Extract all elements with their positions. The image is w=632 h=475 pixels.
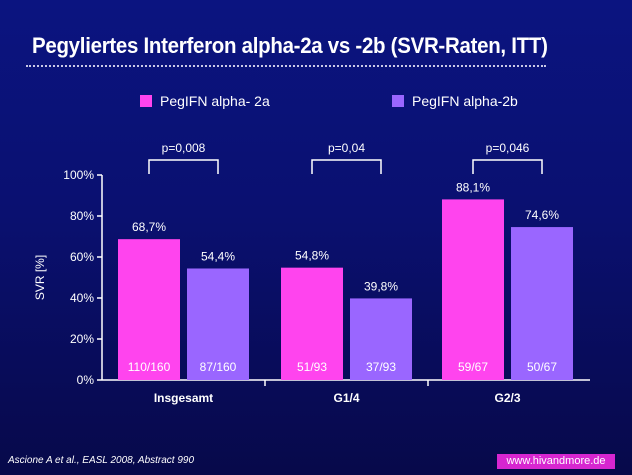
bar-2b bbox=[187, 268, 249, 380]
bar-value-label: 39,8% bbox=[364, 279, 398, 293]
x-category-label: G2/3 bbox=[494, 391, 520, 405]
y-tick-label: 80% bbox=[70, 209, 94, 223]
legend-swatch-2b bbox=[392, 95, 404, 107]
bar-count-label: 37/93 bbox=[366, 360, 396, 374]
x-category-label: Insgesamt bbox=[154, 391, 213, 405]
p-value-label: p=0,04 bbox=[328, 141, 365, 155]
y-tick-label: 20% bbox=[70, 332, 94, 346]
bar-value-label: 54,4% bbox=[201, 249, 235, 263]
bar-count-label: 51/93 bbox=[297, 360, 327, 374]
p-value-label: p=0,046 bbox=[486, 141, 530, 155]
bar-count-label: 110/160 bbox=[128, 360, 171, 374]
title-divider bbox=[26, 65, 546, 67]
legend-swatch-2a bbox=[140, 95, 152, 107]
bar-value-label: 68,7% bbox=[132, 220, 166, 234]
bar-count-label: 59/67 bbox=[458, 360, 488, 374]
x-category-label: G1/4 bbox=[333, 391, 359, 405]
y-tick-label: 100% bbox=[63, 168, 94, 182]
bar-count-label: 50/67 bbox=[527, 360, 557, 374]
bar-2b bbox=[511, 227, 573, 380]
bar-2a bbox=[442, 199, 504, 380]
y-axis-title: SVR [%] bbox=[33, 255, 47, 300]
significance-bracket bbox=[311, 159, 382, 174]
bar-value-label: 74,6% bbox=[525, 208, 559, 222]
bar-count-label: 87/160 bbox=[200, 360, 237, 374]
y-tick-label: 60% bbox=[70, 250, 94, 264]
bar-value-label: 88,1% bbox=[456, 180, 490, 194]
bar-2b bbox=[350, 298, 412, 380]
y-tick-label: 40% bbox=[70, 291, 94, 305]
legend-label-2a: PegIFN alpha- 2a bbox=[160, 93, 270, 109]
legend-label-2b: PegIFN alpha-2b bbox=[412, 93, 518, 109]
slide-title: Pegyliertes Interferon alpha-2a vs -2b (… bbox=[32, 33, 548, 58]
bar-2a bbox=[118, 239, 180, 380]
citation: Ascione A et al., EASL 2008, Abstract 99… bbox=[8, 455, 195, 466]
p-value-label: p=0,008 bbox=[162, 141, 206, 155]
bar-2a bbox=[281, 267, 343, 380]
y-tick-label: 0% bbox=[77, 373, 95, 387]
significance-bracket bbox=[148, 159, 219, 174]
legend-item-2b: PegIFN alpha-2b bbox=[392, 93, 518, 109]
significance-bracket bbox=[472, 159, 543, 174]
bar-value-label: 54,8% bbox=[295, 249, 329, 263]
legend-item-2a: PegIFN alpha- 2a bbox=[140, 93, 270, 109]
website-link[interactable]: www.hivandmore.de bbox=[497, 454, 615, 469]
